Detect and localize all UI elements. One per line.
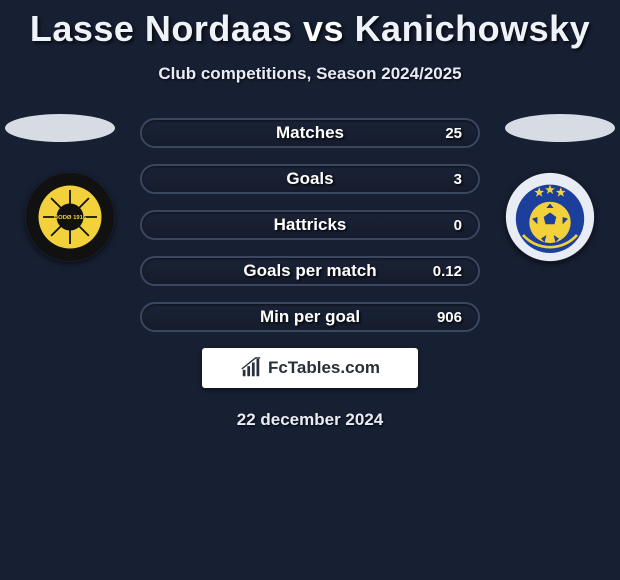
player2-oval	[505, 114, 615, 142]
stat-value: 0.12	[433, 263, 462, 280]
comparison-panel: BODØ 1916 Matches 25 Goals 3	[0, 114, 620, 430]
stat-label: Goals per match	[243, 261, 376, 281]
stat-row-min-per-goal: Min per goal 906	[140, 302, 480, 332]
stat-row-matches: Matches 25	[140, 118, 480, 148]
stat-value: 906	[437, 309, 462, 326]
bar-chart-icon	[240, 357, 262, 379]
player1-name: Lasse Nordaas	[30, 8, 293, 49]
stat-row-goals-per-match: Goals per match 0.12	[140, 256, 480, 286]
stat-row-goals: Goals 3	[140, 164, 480, 194]
stat-label: Goals	[286, 169, 333, 189]
stat-value: 3	[454, 171, 462, 188]
stat-value: 0	[454, 217, 462, 234]
player2-name: Kanichowsky	[355, 8, 591, 49]
stat-row-hattricks: Hattricks 0	[140, 210, 480, 240]
page-title: Lasse Nordaas vs Kanichowsky	[0, 0, 620, 50]
stat-rows: Matches 25 Goals 3 Hattricks 0 Goals per…	[140, 114, 480, 332]
stat-label: Hattricks	[274, 215, 347, 235]
stat-value: 25	[445, 125, 462, 142]
brand-box[interactable]: FcTables.com	[202, 348, 418, 388]
stat-label: Matches	[276, 123, 344, 143]
brand-text: FcTables.com	[268, 358, 380, 378]
player1-oval	[5, 114, 115, 142]
stat-label: Min per goal	[260, 307, 360, 327]
date-label: 22 december 2024	[0, 410, 620, 430]
club-crest-left: BODØ 1916	[25, 172, 115, 262]
club-crest-right	[505, 172, 595, 262]
subtitle: Club competitions, Season 2024/2025	[0, 64, 620, 84]
club-left-badge-text: BODØ 1916	[54, 215, 87, 221]
vs-label: vs	[303, 8, 344, 49]
